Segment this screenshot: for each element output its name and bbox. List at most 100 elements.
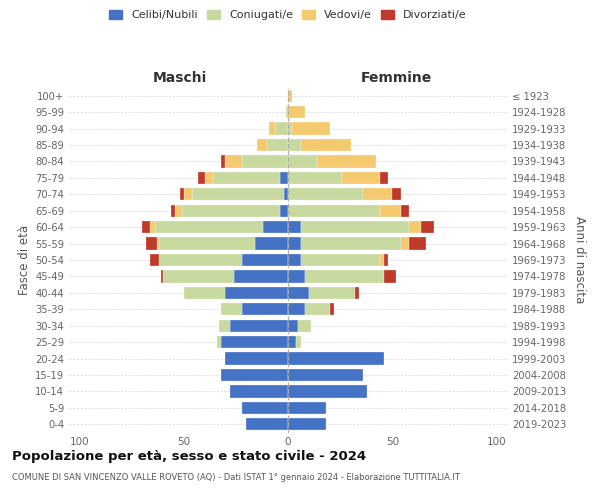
Bar [355,286,359,299]
Bar [380,254,384,266]
Bar [305,270,384,282]
Bar [213,172,280,184]
Bar [296,336,301,348]
Y-axis label: Anni di nascita: Anni di nascita [573,216,586,304]
Bar [142,221,151,234]
Bar [284,188,288,200]
Bar [288,156,317,168]
Bar [288,418,326,430]
Bar [288,122,292,134]
Bar [182,204,280,217]
Bar [288,402,326,414]
Bar [288,270,305,282]
Bar [288,106,305,118]
Bar [401,204,409,217]
Bar [171,204,175,217]
Bar [288,238,301,250]
Bar [226,352,288,364]
Bar [230,320,288,332]
Bar [221,303,242,316]
Bar [401,238,409,250]
Bar [298,320,311,332]
Bar [242,156,288,168]
Bar [301,139,350,151]
Bar [288,221,301,234]
Bar [288,188,363,200]
Bar [330,303,334,316]
Bar [380,204,401,217]
Legend: Celibi/Nubili, Coniugati/e, Vedovi/e, Divorziati/e: Celibi/Nubili, Coniugati/e, Vedovi/e, Di… [105,6,471,25]
Bar [155,221,263,234]
Bar [242,254,288,266]
Bar [288,352,384,364]
Bar [342,172,380,184]
Bar [392,188,401,200]
Bar [192,188,284,200]
Bar [317,156,376,168]
Bar [219,320,230,332]
Bar [221,156,226,168]
Bar [226,286,288,299]
Bar [175,204,182,217]
Bar [409,221,421,234]
Bar [288,254,301,266]
Bar [199,172,205,184]
Bar [217,336,221,348]
Bar [309,286,355,299]
Bar [288,172,342,184]
Bar [384,270,397,282]
Text: COMUNE DI SAN VINCENZO VALLE ROVETO (AQ) - Dati ISTAT 1° gennaio 2024 - Elaboraz: COMUNE DI SAN VINCENZO VALLE ROVETO (AQ)… [12,474,460,482]
Bar [363,188,392,200]
Bar [286,106,288,118]
Bar [288,204,380,217]
Bar [230,386,288,398]
Bar [246,418,288,430]
Bar [151,254,158,266]
Bar [263,221,288,234]
Bar [269,122,275,134]
Bar [226,156,242,168]
Text: Femmine: Femmine [361,71,432,85]
Bar [158,254,242,266]
Bar [305,303,330,316]
Text: Maschi: Maschi [152,71,206,85]
Bar [380,172,388,184]
Bar [163,270,234,282]
Bar [280,172,288,184]
Bar [179,188,184,200]
Bar [288,320,298,332]
Bar [288,336,296,348]
Bar [242,303,288,316]
Bar [221,336,288,348]
Text: Popolazione per età, sesso e stato civile - 2024: Popolazione per età, sesso e stato civil… [12,450,366,463]
Bar [301,238,401,250]
Bar [288,369,363,381]
Bar [242,402,288,414]
Y-axis label: Fasce di età: Fasce di età [18,225,31,295]
Bar [275,122,288,134]
Bar [205,172,213,184]
Bar [288,90,292,102]
Bar [221,369,288,381]
Bar [267,139,288,151]
Bar [158,238,254,250]
Bar [257,139,267,151]
Bar [234,270,288,282]
Bar [292,122,330,134]
Bar [409,238,425,250]
Bar [384,254,388,266]
Bar [280,204,288,217]
Bar [301,221,409,234]
Bar [288,386,367,398]
Bar [288,286,309,299]
Bar [254,238,288,250]
Bar [157,238,158,250]
Bar [184,188,192,200]
Bar [288,303,305,316]
Bar [184,286,226,299]
Bar [146,238,157,250]
Bar [161,270,163,282]
Bar [288,139,301,151]
Bar [421,221,434,234]
Bar [151,221,155,234]
